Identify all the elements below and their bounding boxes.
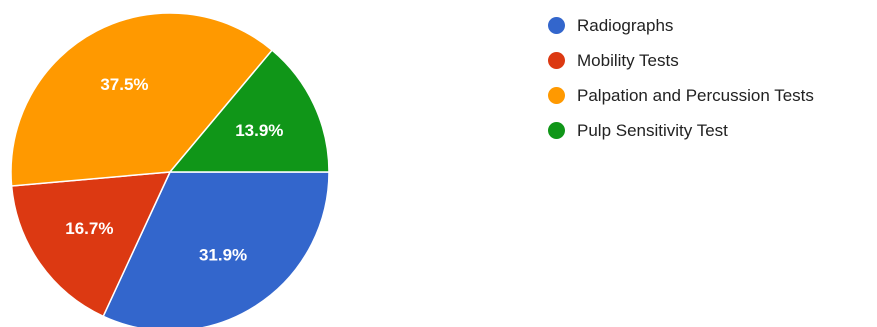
legend-swatch-mobility-tests [548, 52, 565, 69]
pie-slice-pulp-sensitivity-test[interactable] [168, 49, 330, 173]
pie-slice-label: 16.7% [65, 219, 113, 238]
pie-plot: 31.9% 16.7% 37.5% 13.9% [10, 12, 330, 327]
pie-slice-label: 31.9% [199, 246, 247, 265]
legend-label-radiographs: Radiographs [577, 15, 674, 35]
pie-slice-label: 37.5% [100, 75, 148, 94]
legend-swatch-palpation-percussion [548, 87, 565, 104]
pie-slice-label: 13.9% [235, 121, 283, 140]
legend-swatch-pulp-sensitivity [548, 122, 565, 139]
legend-item-mobility-tests[interactable]: Mobility Tests [548, 43, 814, 78]
legend-label-mobility-tests: Mobility Tests [577, 50, 679, 70]
legend-item-radiographs[interactable]: Radiographs [548, 8, 814, 43]
legend-item-pulp-sensitivity[interactable]: Pulp Sensitivity Test [548, 113, 814, 148]
legend-item-palpation-percussion[interactable]: Palpation and Percussion Tests [548, 78, 814, 113]
pie-slice-labels: 31.9% 16.7% 37.5% 13.9% [65, 75, 283, 264]
legend: Radiographs Mobility Tests Palpation and… [548, 8, 814, 148]
pie-slice-mobility-tests[interactable] [10, 171, 172, 318]
pie-slices [10, 12, 330, 327]
legend-swatch-radiographs [548, 17, 565, 34]
pie-slice-radiographs[interactable] [102, 171, 330, 327]
legend-label-palpation-percussion: Palpation and Percussion Tests [577, 85, 814, 105]
pie-slice-palpation-and-percussion-tests[interactable] [10, 12, 274, 187]
legend-label-pulp-sensitivity: Pulp Sensitivity Test [577, 120, 728, 140]
